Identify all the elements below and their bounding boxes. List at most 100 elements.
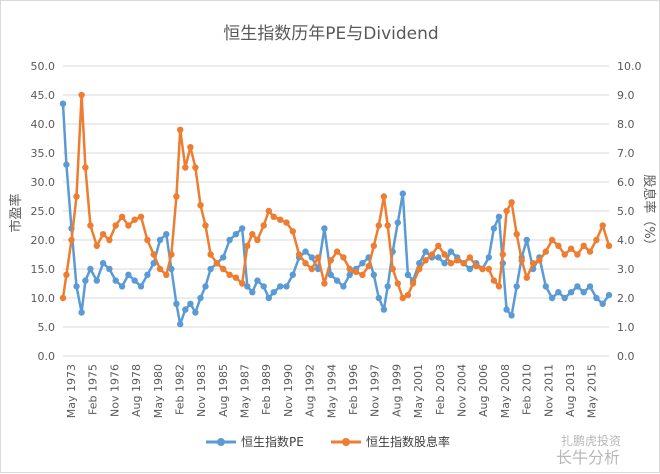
x-tick-label: Aug 1992 bbox=[304, 364, 317, 417]
data-point-1 bbox=[99, 231, 107, 238]
data-point-1 bbox=[473, 262, 480, 270]
data-point-0 bbox=[99, 260, 107, 267]
data-point-0 bbox=[548, 294, 556, 302]
data-point-0 bbox=[239, 225, 246, 232]
data-point-1 bbox=[513, 231, 520, 238]
data-point-0 bbox=[277, 283, 284, 290]
data-point-0 bbox=[232, 231, 240, 238]
data-point-0 bbox=[73, 283, 80, 290]
data-point-0 bbox=[593, 294, 600, 302]
data-point-0 bbox=[404, 271, 412, 278]
data-point-1 bbox=[548, 236, 556, 244]
data-point-0 bbox=[182, 306, 189, 313]
x-tick-label: Aug 1985 bbox=[217, 364, 230, 417]
data-point-1 bbox=[156, 265, 164, 273]
data-point-0 bbox=[249, 289, 256, 296]
data-point-1 bbox=[508, 199, 515, 206]
data-point-0 bbox=[495, 213, 503, 220]
y-tick-label: 0.0 bbox=[38, 350, 56, 363]
data-point-0 bbox=[586, 283, 594, 290]
data-point-0 bbox=[82, 277, 89, 284]
y2-tick-label: 0.0 bbox=[617, 350, 635, 363]
series-layer bbox=[59, 91, 613, 328]
data-point-1 bbox=[518, 257, 525, 264]
y2-tick-label: 10.0 bbox=[617, 60, 642, 73]
data-point-0 bbox=[555, 289, 562, 296]
x-tick-label: Feb 2003 bbox=[434, 364, 447, 415]
data-point-1 bbox=[346, 265, 353, 273]
data-point-1 bbox=[466, 254, 474, 261]
watermark-2: 扎鹏虎投资 bbox=[561, 433, 621, 448]
y-tick-label: 25.0 bbox=[31, 205, 56, 218]
y2-tick-label: 1.0 bbox=[617, 321, 635, 334]
data-point-1 bbox=[365, 262, 372, 270]
data-point-1 bbox=[409, 280, 417, 287]
data-point-0 bbox=[197, 294, 204, 302]
data-point-1 bbox=[586, 248, 594, 255]
data-point-0 bbox=[156, 236, 164, 244]
data-point-1 bbox=[605, 242, 613, 249]
legend: 恒生指数PE 恒生指数股息率 bbox=[206, 434, 450, 449]
x-tick-label: May 2001 bbox=[412, 364, 425, 418]
y2-tick-label: 4.0 bbox=[617, 234, 635, 247]
data-point-0 bbox=[375, 294, 382, 302]
data-point-1 bbox=[277, 216, 284, 223]
data-point-1 bbox=[177, 126, 184, 133]
legend-marker-div-dot bbox=[342, 438, 350, 446]
data-point-1 bbox=[82, 164, 89, 171]
data-point-1 bbox=[375, 222, 382, 229]
x-tick-label: Aug 2013 bbox=[564, 364, 577, 417]
data-point-1 bbox=[87, 222, 94, 229]
data-point-0 bbox=[508, 312, 515, 319]
data-point-0 bbox=[226, 236, 233, 244]
data-point-0 bbox=[466, 265, 474, 273]
series-line-0 bbox=[61, 103, 611, 326]
x-axis: May 1973 Feb 1975 Nov 1976 Aug 1978 May 1980… bbox=[65, 364, 599, 418]
x-tick-label: Feb 1975 bbox=[87, 364, 100, 415]
data-point-0 bbox=[380, 306, 388, 313]
data-point-0 bbox=[265, 294, 272, 302]
data-point-1 bbox=[249, 231, 256, 238]
y-tick-label: 30.0 bbox=[31, 176, 56, 189]
data-point-1 bbox=[447, 260, 455, 267]
data-point-1 bbox=[574, 251, 581, 258]
data-point-1 bbox=[106, 236, 113, 244]
data-point-1 bbox=[389, 265, 396, 273]
x-tick-label: Nov 1997 bbox=[369, 364, 382, 417]
data-point-1 bbox=[73, 193, 80, 200]
x-tick-label: Aug 1978 bbox=[130, 364, 143, 417]
data-point-1 bbox=[340, 254, 347, 261]
data-point-0 bbox=[270, 289, 277, 296]
y-tick-label: 35.0 bbox=[31, 147, 56, 160]
y-axis-right: 0.0 1.0 2.0 3.0 4.0 5.0 6.0 7.0 8.0 9.0 10.0 bbox=[617, 60, 642, 363]
data-point-1 bbox=[542, 248, 549, 255]
legend-marker-pe-dot bbox=[217, 438, 225, 446]
y-axis-title: 市盈率 bbox=[8, 193, 24, 232]
data-point-1 bbox=[404, 291, 412, 299]
y-tick-label: 40.0 bbox=[31, 118, 56, 131]
data-point-1 bbox=[314, 254, 322, 261]
data-point-0 bbox=[289, 271, 296, 278]
data-point-0 bbox=[574, 283, 581, 290]
data-point-1 bbox=[232, 274, 240, 281]
data-point-0 bbox=[283, 283, 290, 290]
data-point-1 bbox=[479, 265, 486, 273]
data-point-0 bbox=[394, 219, 401, 226]
data-point-0 bbox=[168, 265, 175, 273]
y2-tick-label: 5.0 bbox=[617, 205, 635, 218]
data-point-0 bbox=[131, 277, 138, 284]
y2-tick-label: 9.0 bbox=[617, 89, 635, 102]
data-point-1 bbox=[370, 242, 377, 249]
data-point-0 bbox=[567, 289, 575, 296]
data-point-1 bbox=[283, 219, 290, 226]
data-point-1 bbox=[580, 242, 587, 249]
data-point-1 bbox=[302, 260, 309, 267]
y2-tick-label: 6.0 bbox=[617, 176, 635, 189]
data-point-0 bbox=[137, 283, 145, 290]
data-point-1 bbox=[182, 164, 189, 171]
watermark: 长牛分析 bbox=[556, 448, 620, 467]
data-point-0 bbox=[490, 225, 498, 232]
y2-tick-label: 7.0 bbox=[617, 147, 635, 160]
data-point-0 bbox=[321, 225, 328, 232]
